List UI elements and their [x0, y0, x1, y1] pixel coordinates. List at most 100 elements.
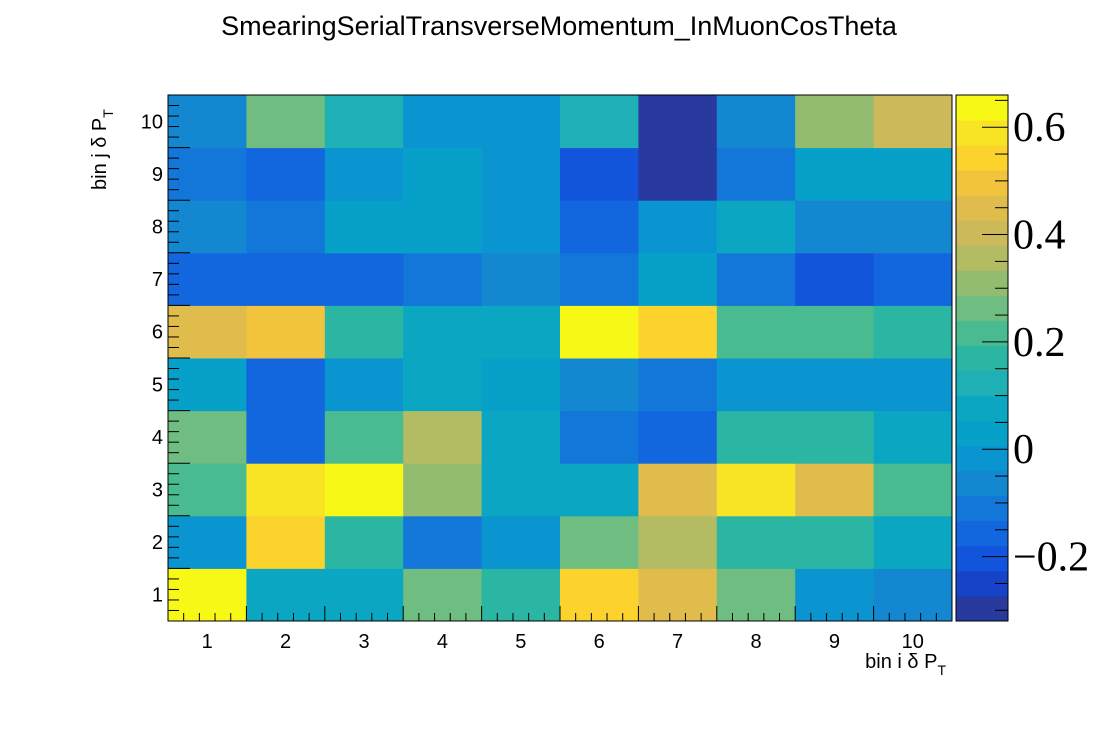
- heatmap-cell: [716, 410, 796, 464]
- heatmap-cell: [638, 358, 718, 412]
- heatmap-cell: [560, 463, 639, 517]
- heatmap-cell: [873, 305, 953, 359]
- y-axis-label: bin j δ PT: [89, 109, 116, 190]
- heatmap-cell: [873, 200, 953, 254]
- heatmap-cell: [873, 252, 953, 306]
- heatmap-cell: [168, 358, 247, 412]
- x-tick-label: 10: [902, 631, 924, 653]
- heatmap-cell: [481, 147, 561, 201]
- heatmap-cell: [873, 95, 953, 149]
- color-scale-band: [956, 170, 1008, 196]
- heatmap-cell: [324, 515, 404, 569]
- color-scale-band: [956, 370, 1008, 397]
- heatmap-cell: [324, 568, 404, 622]
- heatmap-cells: [168, 95, 953, 622]
- heatmap-cell: [403, 305, 483, 359]
- heatmap-cell: [560, 252, 639, 306]
- heatmap-cell: [403, 252, 483, 306]
- heatmap-cell: [716, 200, 796, 254]
- color-scale-label: 0: [1013, 427, 1034, 473]
- heatmap-cell: [716, 463, 796, 517]
- color-scale-band: [956, 420, 1008, 447]
- heatmap-cell: [168, 463, 247, 517]
- y-tick-label: 8: [152, 217, 163, 239]
- heatmap-cell: [246, 147, 326, 201]
- heatmap-cell: [795, 200, 875, 254]
- heatmap-cell: [795, 358, 875, 412]
- heatmap-cell: [560, 147, 639, 201]
- color-scale-band: [956, 520, 1008, 547]
- heatmap-cell: [246, 410, 326, 464]
- heatmap-cell: [481, 515, 561, 569]
- heatmap-cell: [638, 568, 718, 622]
- heatmap-cell: [246, 515, 326, 569]
- heatmap-cell: [638, 515, 718, 569]
- color-scale-label: −0.2: [1013, 535, 1089, 581]
- heatmap-cell: [246, 463, 326, 517]
- heatmap-cell: [246, 200, 326, 254]
- heatmap-cell: [403, 200, 483, 254]
- heatmap-cell: [481, 252, 561, 306]
- color-scale-label: 0.6: [1013, 105, 1066, 151]
- heatmap-cell: [246, 568, 326, 622]
- heatmap-cell: [560, 200, 639, 254]
- heatmap-cell: [324, 252, 404, 306]
- heatmap-cell: [168, 568, 247, 622]
- heatmap-cell: [638, 200, 718, 254]
- heatmap-cell: [795, 410, 875, 464]
- heatmap-cell: [638, 463, 718, 517]
- heatmap-cell: [560, 568, 639, 622]
- x-tick-label: 8: [750, 631, 761, 653]
- x-tick-label: 3: [358, 631, 369, 653]
- heatmap-cell: [168, 410, 247, 464]
- color-scale-band: [956, 270, 1008, 296]
- color-scale-band: [956, 95, 1008, 121]
- heatmap-cell: [638, 252, 718, 306]
- x-tick-label: 9: [829, 631, 840, 653]
- y-tick-label: 6: [152, 322, 163, 344]
- heatmap-cell: [795, 515, 875, 569]
- color-scale-band: [956, 345, 1008, 372]
- heatmap-cell: [168, 515, 247, 569]
- heatmap-cell: [716, 95, 796, 149]
- color-scale-band: [956, 220, 1008, 246]
- x-tick-label: 7: [672, 631, 683, 653]
- color-scale-band: [956, 395, 1008, 422]
- heatmap-cell: [873, 515, 953, 569]
- heatmap-cell: [638, 147, 718, 201]
- color-scale-band: [956, 595, 1008, 622]
- heatmap-cell: [716, 305, 796, 359]
- color-scale-frame: [955, 94, 1009, 622]
- heatmap-cell: [403, 147, 483, 201]
- color-scale-label: 0.4: [1013, 213, 1066, 259]
- heatmap-cell: [795, 568, 875, 622]
- color-scale-band: [956, 545, 1008, 572]
- heatmap-cell: [560, 358, 639, 412]
- heatmap-cell: [168, 95, 247, 149]
- y-tick-label: 7: [152, 269, 163, 291]
- heatmap-cell: [716, 147, 796, 201]
- heatmap-cell: [481, 305, 561, 359]
- heatmap-cell: [873, 410, 953, 464]
- heatmap-cell: [560, 515, 639, 569]
- y-tick-label: 3: [152, 480, 163, 502]
- heatmap-cell: [638, 305, 718, 359]
- color-scale-label: 0.2: [1013, 320, 1066, 366]
- heatmap-cell: [560, 410, 639, 464]
- y-tick-label: 9: [152, 164, 163, 186]
- x-tick-label: 6: [594, 631, 605, 653]
- heatmap-cell: [168, 305, 247, 359]
- heatmap-cell: [873, 568, 953, 622]
- x-tick-label: 4: [437, 631, 448, 653]
- heatmap-cell: [324, 95, 404, 149]
- heatmap-cell: [795, 252, 875, 306]
- heatmap-cell: [638, 410, 718, 464]
- color-scale-band: [956, 495, 1008, 522]
- x-tick-label: 2: [280, 631, 291, 653]
- y-tick-label: 5: [152, 374, 163, 396]
- heatmap-cell: [246, 358, 326, 412]
- y-tick-label: 10: [141, 111, 163, 133]
- heatmap-cell: [560, 95, 639, 149]
- heatmap-cell: [168, 252, 247, 306]
